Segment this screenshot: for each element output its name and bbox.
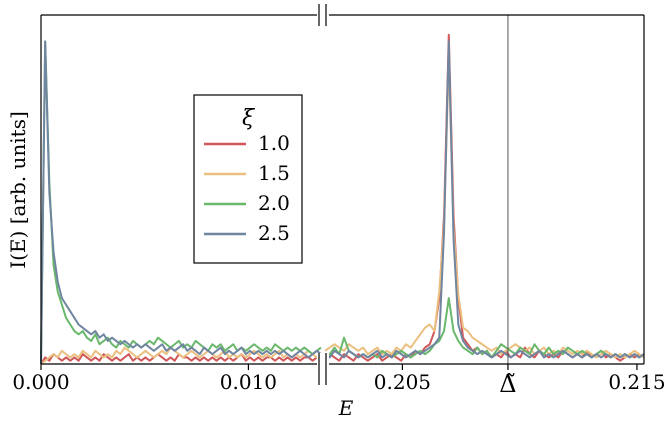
legend: ξ 1.0 1.5 2.0 2.5 [193, 94, 303, 264]
series-line-2.5-right [324, 40, 645, 359]
x-ticks: 0.000 0.010 0.205 0.215 Δ̃ [12, 364, 666, 398]
legend-items: 1.0 1.5 2.0 2.5 [204, 131, 290, 245]
legend-label-1.0: 1.0 [258, 131, 290, 155]
series-line-2.0-right [324, 297, 645, 359]
x-tick-label: Δ̃ [499, 370, 516, 398]
left-panel-frame [40, 14, 321, 365]
x-tick-label: 0.215 [608, 370, 665, 394]
series-line-2.5-left [40, 40, 322, 365]
series-line-1.0-right [324, 33, 645, 362]
series-line-1.5-left [40, 346, 322, 365]
x-tick-label: 0.000 [12, 370, 69, 394]
y-axis-label: I(E) [arb. units] [6, 111, 30, 269]
x-tick-label: 0.010 [220, 370, 277, 394]
legend-label-2.0: 2.0 [258, 191, 290, 215]
legend-label-1.5: 1.5 [258, 161, 290, 185]
right-panel-frame [325, 14, 645, 365]
series-line-1.5-right [324, 56, 645, 359]
axis-break-bottom [317, 353, 329, 385]
x-axis-label: E [338, 396, 354, 420]
legend-label-2.5: 2.5 [258, 221, 290, 245]
legend-title: ξ [242, 106, 256, 131]
axis-break-top [317, 4, 329, 26]
series-line-2.0-left [40, 40, 322, 365]
x-tick-label: 0.205 [374, 370, 431, 394]
series-layer [40, 33, 645, 365]
